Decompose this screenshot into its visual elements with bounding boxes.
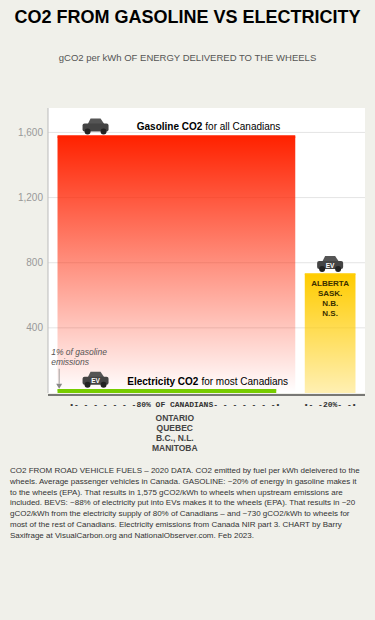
gasoline-label: Gasoline CO2for all Canadians — [137, 121, 281, 132]
one-percent-note-line: 1% of gasoline — [51, 347, 107, 357]
y-tick-label: 800 — [26, 257, 43, 268]
bar — [305, 274, 356, 393]
share-label: •- - - - - - -80% OF CANADIANS- - - - - … — [69, 400, 280, 409]
alberta-provinces-line: ALBERTA — [311, 279, 349, 288]
grid-line — [48, 132, 365, 133]
arrow-shaft — [59, 369, 60, 384]
y-axis-line — [48, 108, 49, 393]
y-tick-label: 400 — [26, 322, 43, 333]
bar-cap — [305, 273, 356, 275]
most-provinces-line: QUEBEC — [157, 423, 193, 433]
y-tick-label: 1,200 — [18, 192, 43, 203]
y-tick-label: 1,600 — [18, 127, 43, 138]
car-wheel — [101, 382, 107, 388]
car-wheel — [101, 129, 107, 135]
arrow-head — [56, 384, 62, 389]
alberta-provinces: ALBERTASASK.N.B.N.S. — [311, 279, 349, 318]
car-wheel — [335, 266, 341, 272]
car-wheel — [85, 129, 91, 135]
bar-cap — [58, 389, 277, 391]
car-wheel — [85, 382, 91, 388]
gasoline-label-normal: for all Canadians — [205, 121, 280, 132]
gasoline-car — [83, 119, 109, 135]
share-label: •- -20%- -• — [304, 400, 357, 409]
bar — [58, 390, 277, 393]
electricity-label-bold: Electricity CO2 — [127, 376, 199, 387]
subtitle: gCO2 per kWh OF ENERGY DELIVERED TO THE … — [10, 52, 365, 63]
gasoline-label-bold: Gasoline CO2 — [137, 121, 203, 132]
most-provinces-line: MANITOBA — [152, 443, 198, 453]
alberta-provinces-line: N.S. — [322, 309, 338, 318]
most-provinces: ONTARIOQUEBECB.C., N.L.MANITOBA — [152, 413, 198, 453]
most-provinces-line: ONTARIO — [156, 413, 195, 423]
most-ev-car: EV — [83, 372, 109, 388]
ev-label: EV — [326, 262, 335, 269]
ev-label: EV — [91, 377, 100, 384]
separator — [48, 395, 365, 396]
alberta-provinces-line: SASK. — [318, 289, 342, 298]
electricity-label-normal: for most Canadians — [201, 376, 288, 387]
electricity-label: Electricity CO2for most Canadians — [127, 376, 288, 387]
chart: 400 800 1,200 1,600 Gasoline CO2for all Cana… — [0, 68, 375, 460]
bar-cap — [58, 135, 296, 138]
footnote: CO2 FROM ROAD VEHICLE FUELS – 2020 DATA.… — [10, 466, 365, 542]
title: CO2 FROM GASOLINE VS ELECTRICITY — [10, 6, 365, 28]
alberta-provinces-line: N.B. — [322, 299, 338, 308]
one-percent-note: 1% of gasolineemissions — [51, 347, 107, 367]
plot-background — [48, 108, 365, 393]
car-wheel — [319, 266, 325, 272]
alberta-ev-car: EV — [317, 256, 343, 272]
most-provinces-line: B.C., N.L. — [156, 433, 194, 443]
one-percent-note-line: emissions — [51, 357, 90, 367]
